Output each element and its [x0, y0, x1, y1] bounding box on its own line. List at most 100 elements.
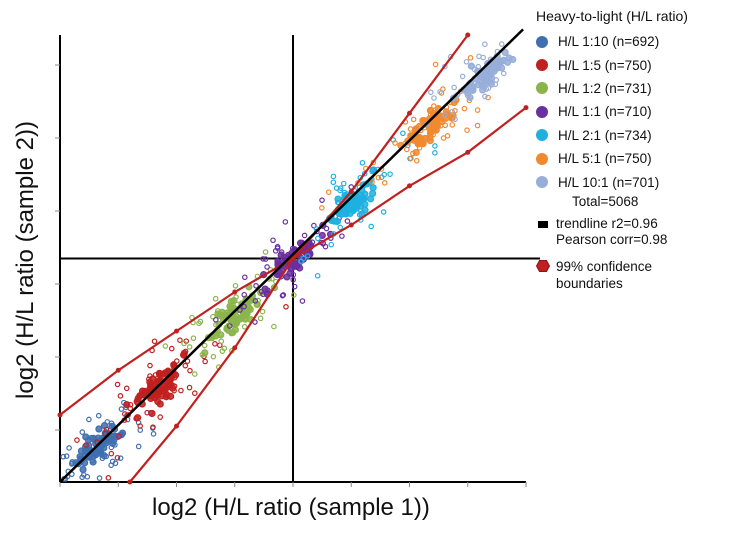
- legend-item-label: H/L 5:1 (n=750): [558, 151, 652, 167]
- data-point: [467, 84, 473, 90]
- data-point: [270, 237, 276, 244]
- data-point: [501, 48, 509, 56]
- data-point: [79, 474, 85, 481]
- confidence-upper-curve-marker: [232, 289, 238, 295]
- data-point: [152, 372, 159, 378]
- trendline: [59, 28, 524, 483]
- data-point: [311, 222, 317, 229]
- data-point: [442, 122, 449, 129]
- data-point: [368, 223, 374, 230]
- data-point: [416, 145, 423, 151]
- data-point: [408, 155, 414, 162]
- data-point: [378, 174, 385, 181]
- data-point: [421, 134, 428, 141]
- data-point: [147, 373, 153, 379]
- data-point: [381, 180, 388, 186]
- data-point: [301, 232, 308, 239]
- confidence-lower-curve-marker: [174, 423, 179, 429]
- data-point: [357, 200, 363, 206]
- data-point: [212, 341, 218, 347]
- data-point: [493, 77, 500, 83]
- data-point: [156, 387, 162, 394]
- data-point: [210, 313, 216, 320]
- data-point: [89, 457, 95, 464]
- legend-total: Total=5068: [572, 193, 639, 209]
- data-point: [309, 239, 316, 245]
- data-point: [157, 414, 164, 420]
- confidence-upper-curve-marker: [174, 328, 179, 334]
- data-point: [467, 55, 474, 61]
- data-point: [74, 437, 80, 443]
- data-point: [83, 442, 89, 448]
- data-point: [233, 294, 239, 300]
- data-point: [227, 304, 235, 312]
- data-point: [140, 392, 147, 399]
- legend: Heavy-to-light (H/L ratio) H/L 1:10 (n=6…: [536, 8, 746, 292]
- data-point: [437, 88, 443, 95]
- data-point: [280, 292, 287, 298]
- data-point: [137, 423, 143, 429]
- data-point: [392, 140, 398, 146]
- series-7: [424, 41, 517, 127]
- data-point: [463, 58, 470, 65]
- data-point: [117, 455, 124, 461]
- data-point: [156, 370, 164, 379]
- confidence-label-2: boundaries: [556, 275, 623, 291]
- data-point: [322, 243, 329, 250]
- confidence-upper-curve: [59, 34, 469, 416]
- legend-item-label: H/L 1:10 (n=692): [558, 34, 660, 50]
- data-point: [190, 335, 197, 342]
- data-point: [242, 274, 248, 281]
- confidence-hexagon-icon: [536, 259, 550, 272]
- data-point: [432, 150, 438, 156]
- data-point: [483, 76, 490, 83]
- data-point: [66, 445, 72, 451]
- data-point: [116, 433, 122, 440]
- data-point: [260, 256, 266, 262]
- confidence-upper-curve-marker: [115, 367, 121, 373]
- legend-item-label: H/L 2:1 (n=734): [558, 127, 652, 143]
- data-point: [117, 393, 124, 399]
- data-point: [161, 386, 169, 394]
- confidence-upper-curve-marker: [465, 32, 471, 38]
- legend-dot-icon: [536, 82, 548, 95]
- data-point: [146, 376, 152, 383]
- data-point: [218, 338, 225, 345]
- data-point: [354, 205, 360, 212]
- data-point: [241, 291, 248, 298]
- legend-item-label: H/L 1:5 (n=750): [558, 57, 652, 73]
- pearson-label: Pearson corr=0.98: [556, 231, 668, 247]
- data-point: [474, 122, 481, 129]
- data-point: [432, 123, 440, 131]
- data-point: [242, 317, 249, 323]
- data-point: [112, 442, 118, 448]
- data-point: [148, 381, 155, 387]
- data-point: [274, 258, 282, 266]
- data-point: [79, 429, 86, 435]
- data-point: [107, 438, 113, 445]
- data-point: [427, 111, 434, 118]
- data-point: [412, 148, 420, 157]
- data-point: [114, 381, 121, 388]
- data-point: [118, 406, 125, 412]
- data-point: [186, 384, 193, 391]
- trendline-r2-label: trendline r2=0.96: [556, 215, 658, 231]
- trendline-group: [59, 28, 524, 483]
- data-point: [151, 338, 158, 345]
- legend-item-6: H/L 5:1 (n=750): [536, 147, 746, 170]
- data-point: [242, 302, 248, 309]
- data-point: [291, 292, 297, 298]
- legend-item-label: H/L 10:1 (n=701): [558, 174, 660, 190]
- confidence-lower-curve-marker: [523, 105, 529, 111]
- data-point: [505, 54, 513, 62]
- confidence-lower-curve-marker: [407, 183, 412, 189]
- series-5: [298, 130, 438, 279]
- data-points-group: [60, 41, 517, 482]
- data-point: [110, 422, 116, 429]
- data-point: [480, 54, 486, 61]
- data-point: [253, 282, 259, 289]
- x-axis-label: log2 (H/L ratio (sample 1)): [152, 494, 430, 521]
- data-point: [340, 180, 347, 187]
- data-point: [262, 256, 269, 262]
- data-point: [148, 409, 156, 418]
